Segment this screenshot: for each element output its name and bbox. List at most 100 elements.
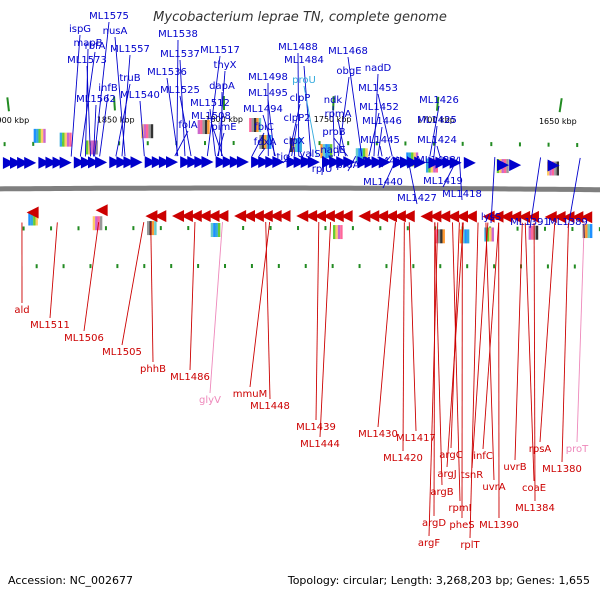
gc-dot (32, 141, 35, 146)
reverse-gene-arrow (314, 210, 327, 223)
reverse-gene-label: infC (473, 451, 493, 462)
feature-block (30, 211, 34, 226)
reverse-gene-arrow (26, 206, 39, 219)
kbp-tick-mark (6, 97, 10, 112)
forward-gene-leader (373, 73, 379, 157)
reverse-gene-label: ML1420 (383, 453, 423, 464)
forward-gene-leader (94, 21, 110, 157)
reverse-gene-label: argB (430, 487, 453, 498)
reverse-gene-arrow (95, 204, 108, 217)
map-title: Mycobacterium leprae TN, complete genome (153, 10, 447, 25)
accession-text: Accession: NC_002677 (8, 574, 134, 587)
feature-block (329, 144, 333, 159)
feature-block (268, 135, 272, 150)
gc-dot (543, 226, 546, 231)
forward-gene-leader (377, 126, 383, 157)
feature-block (425, 158, 429, 173)
reverse-gene-label: mmuM (233, 389, 267, 400)
feature-block (264, 135, 267, 150)
forward-gene-leader (382, 156, 398, 189)
reverse-gene-label: ML1417 (396, 433, 436, 444)
feature-block (259, 135, 262, 150)
reverse-gene-track (26, 204, 593, 224)
forward-gene-leader (333, 137, 348, 157)
reverse-gene-leader (434, 222, 443, 486)
forward-gene-label: proB (322, 127, 345, 138)
feature-block (38, 128, 41, 143)
reverse-gene-label: ML1448 (250, 401, 290, 412)
feature-block (340, 225, 343, 240)
feature-block (440, 229, 443, 244)
forward-gene-leader (282, 155, 290, 164)
forward-gene-label: nadD (365, 63, 392, 74)
forward-gene-leader (429, 105, 440, 157)
forward-gene-label: ML1427 (397, 193, 437, 204)
reverse-gene-arrow (145, 210, 158, 223)
forward-gene-leader (321, 156, 324, 176)
reverse-gene-leader (482, 222, 500, 450)
reverse-gene-leader (315, 222, 320, 421)
feature-block (95, 140, 98, 155)
forward-gene-arrow (80, 156, 93, 169)
reverse-gene-label: argF (418, 538, 440, 549)
forward-gene-leader (297, 52, 300, 157)
forward-gene-leader (442, 156, 459, 188)
forward-gene-label: thyX (213, 60, 236, 71)
forward-gene-label: ispG (69, 24, 91, 35)
feature-block (535, 225, 539, 240)
reverse-gene-label: ML1384 (515, 503, 555, 514)
feature-block (266, 135, 269, 150)
forward-gene-arrow (428, 156, 441, 169)
forward-gene-arrow (222, 156, 235, 169)
forward-gene-leader (529, 157, 542, 229)
feature-block (62, 132, 65, 147)
forward-gene-arrow (187, 156, 200, 169)
gc-dot (379, 226, 382, 231)
feature-block (88, 140, 91, 155)
reverse-gene-arrow (526, 210, 539, 223)
forward-gene-label: ML1575 (89, 11, 129, 22)
feature-block (150, 124, 154, 139)
feature-block (147, 221, 150, 236)
gc-dot (547, 142, 550, 147)
forward-gene-label: rpmA (324, 109, 351, 120)
gc-dot (187, 226, 190, 231)
feature-block (213, 223, 216, 238)
forward-gene-label: ML1445 (360, 135, 400, 146)
reverse-gene-arrow (234, 210, 247, 223)
forward-gene-label: ML1423 (416, 155, 456, 166)
forward-gene-label: ML1440 (363, 177, 403, 188)
feature-block (358, 148, 361, 163)
forward-gene-arrow (293, 156, 306, 169)
feature-block (35, 211, 38, 226)
reverse-gene-leader (446, 222, 464, 468)
reverse-gene-arrow (172, 210, 185, 223)
forward-gene-leader (293, 146, 296, 157)
forward-gene-leader (407, 156, 418, 205)
forward-gene-label: ML1453 (358, 83, 398, 94)
reverse-gene-arrow (438, 210, 451, 223)
reverse-gene-arrow (491, 210, 504, 223)
gc-dot (250, 264, 253, 269)
forward-gene-label: ML1562 (76, 94, 116, 105)
forward-gene-label: ML1557 (110, 44, 150, 55)
reverse-gene-leader (408, 222, 417, 432)
gc-dot (77, 226, 80, 231)
feature-block (253, 118, 257, 133)
reverse-gene-leader (452, 222, 461, 502)
feature-block (491, 227, 494, 242)
forward-gene-arrow (17, 156, 30, 169)
reverse-gene-label: coaE (522, 483, 546, 494)
feature-block (207, 120, 210, 135)
gc-dot (62, 264, 65, 269)
feature-block (299, 138, 302, 153)
forward-gene-label: ML1495 (248, 88, 288, 99)
reverse-gene-arrow (305, 210, 318, 223)
forward-gene-arrow (265, 156, 278, 169)
forward-gene-label: ML1425 (417, 115, 457, 126)
gc-dot (146, 141, 149, 146)
feature-block (33, 211, 36, 226)
forward-gene-leader (93, 104, 97, 157)
forward-gene-leader (166, 77, 179, 157)
feature-block (258, 118, 262, 133)
